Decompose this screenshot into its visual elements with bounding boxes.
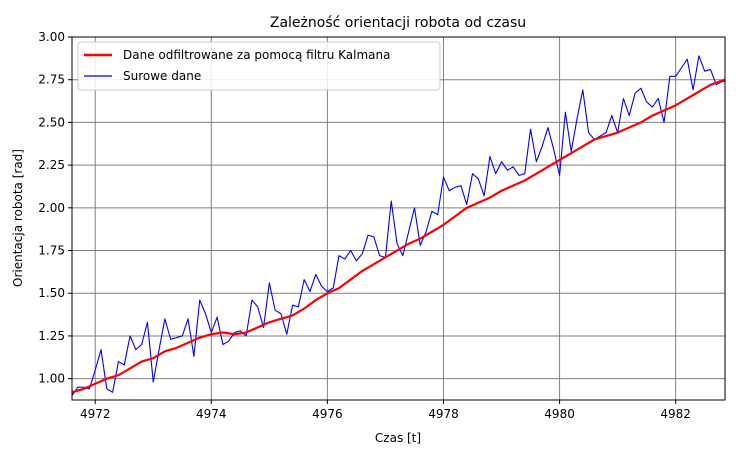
y-tick-label: 3.00 xyxy=(38,30,65,44)
y-axis-title: Orientacja robota [rad] xyxy=(11,149,25,287)
x-tick-label: 4974 xyxy=(196,407,227,421)
y-tick-label: 1.00 xyxy=(38,372,65,386)
legend-label-kalman: Dane odfiltrowane za pomocą filtru Kalma… xyxy=(123,48,390,62)
x-tick-label: 4982 xyxy=(660,407,691,421)
y-tick-label: 1.50 xyxy=(38,286,65,300)
y-tick-label: 1.75 xyxy=(38,244,65,258)
legend-label-raw: Surowe dane xyxy=(123,69,201,83)
legend: Dane odfiltrowane za pomocą filtru Kalma… xyxy=(77,41,441,91)
y-tick-label: 2.00 xyxy=(38,201,65,215)
x-axis-ticks: 4972 4974 4976 4978 4980 4982 xyxy=(80,400,691,421)
y-tick-label: 2.50 xyxy=(38,115,65,129)
x-axis-title: Czas [t] xyxy=(375,431,421,445)
series-line-kalman xyxy=(72,78,725,394)
x-tick-label: 4980 xyxy=(544,407,575,421)
x-tick-label: 4978 xyxy=(428,407,459,421)
y-tick-label: 1.25 xyxy=(38,329,65,343)
x-tick-label: 4976 xyxy=(312,407,343,421)
y-tick-label: 2.25 xyxy=(38,158,65,172)
y-axis-ticks: 1.00 1.25 1.50 1.75 2.00 2.25 2.50 2.75 3.00 xyxy=(38,30,72,386)
legend-box xyxy=(77,41,441,91)
plot-series xyxy=(72,55,725,397)
x-tick-label: 4972 xyxy=(80,407,111,421)
y-tick-label: 2.75 xyxy=(38,73,65,87)
chart-title: Zależność orientacji robota od czasu xyxy=(270,15,526,31)
plot-frame xyxy=(71,36,726,401)
